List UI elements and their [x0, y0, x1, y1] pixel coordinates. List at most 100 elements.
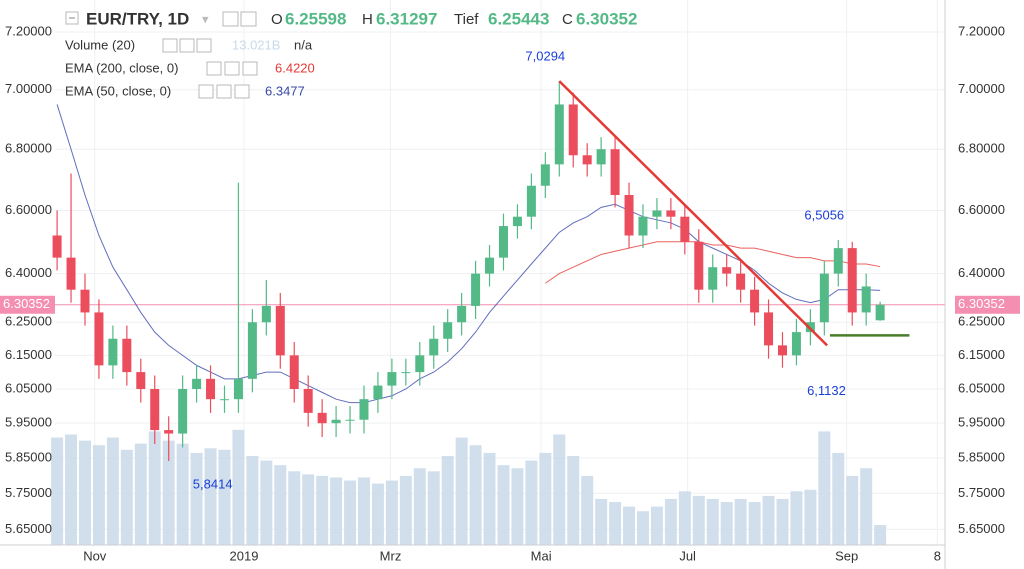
candle-body [94, 312, 104, 366]
volume-bar [330, 477, 343, 545]
volume-bar [706, 498, 719, 545]
low-label: 5,8414 [193, 476, 233, 491]
candle-body [750, 289, 760, 313]
volume-bar [357, 477, 370, 545]
candle-body [80, 289, 90, 313]
ema50-icons [198, 84, 250, 99]
candle-body [52, 235, 62, 258]
y-tick-label: 6.15000 [5, 347, 52, 362]
eye-icon[interactable] [198, 84, 214, 99]
y-tick-label: 5.65000 [5, 521, 52, 536]
dropdown-arrow[interactable]: ▾ [202, 11, 209, 26]
eye-icon[interactable] [222, 11, 239, 27]
candle-body [289, 355, 299, 389]
settings-icon[interactable] [179, 38, 195, 53]
volume-bar [176, 443, 189, 545]
candle-body [736, 273, 746, 290]
volume-bar [288, 471, 301, 545]
candle-body [429, 338, 439, 356]
volume-bar [134, 443, 147, 545]
candle-body [122, 338, 132, 373]
volume-bar [874, 525, 887, 545]
candle-body [275, 305, 285, 356]
candle-body [150, 388, 160, 431]
candle-body [303, 388, 313, 413]
x-tick-label: Jul [679, 548, 696, 563]
candle-body [819, 273, 829, 323]
candle-body [596, 149, 606, 165]
ema-value: 6.3477 [265, 83, 305, 98]
candle-body [526, 185, 536, 217]
candle-body [373, 385, 383, 400]
candle-body [471, 273, 481, 306]
volume-bar [609, 502, 622, 545]
volume-legend: Volume (20) [65, 37, 135, 52]
candle-body [164, 430, 174, 434]
symbol-title: EUR/TRY, 1D [86, 9, 189, 28]
settings-icon[interactable] [240, 11, 257, 27]
x-tick-label: Sep [835, 548, 858, 563]
volume-bar [748, 502, 761, 545]
volume-bar [692, 495, 705, 545]
volume-bar [790, 491, 803, 545]
close-icon[interactable] [234, 84, 250, 99]
candle-body [443, 322, 453, 339]
volume-icons [162, 38, 212, 53]
low-value: 6.25443 [488, 9, 549, 28]
volume-bar [525, 460, 538, 545]
volume-bar [636, 511, 649, 545]
volume-bar [190, 452, 203, 545]
settings-icon[interactable] [216, 84, 232, 99]
volume-bar [762, 495, 775, 545]
volume-status: n/a [294, 37, 313, 52]
candle-body [680, 216, 690, 242]
x-tick-label: Mai [531, 548, 552, 563]
y-tick-label: 5.75000 [5, 485, 52, 500]
volume-bar [581, 475, 594, 545]
x-tick-label: 2019 [230, 548, 259, 563]
y-tick-label: 6.15000 [958, 347, 1005, 362]
y-tick-label: 6.05000 [5, 380, 52, 395]
candle-body [708, 267, 718, 290]
y-tick-label: 7.20000 [5, 23, 52, 38]
candle-body [247, 322, 257, 379]
y-tick-label: 5.65000 [958, 521, 1005, 536]
volume-bar [595, 498, 608, 545]
candle-body [387, 372, 397, 386]
volume-bar [302, 474, 315, 545]
volume-bar [344, 480, 357, 545]
candle-body [331, 419, 341, 424]
candle-body [638, 216, 648, 236]
volume-bar [51, 437, 64, 545]
open-name: O [271, 11, 283, 28]
volume-bar [316, 475, 329, 545]
close-icon[interactable] [196, 38, 212, 53]
close-value: 6.30352 [576, 9, 637, 28]
price-tag [955, 295, 1020, 314]
y-tick-label: 7.00000 [958, 81, 1005, 96]
candle-body [261, 305, 271, 323]
y-tick-label: 6.25000 [5, 314, 52, 329]
high-value: 6.31297 [376, 9, 437, 28]
volume-bar [860, 468, 873, 545]
volume-bar [776, 498, 789, 545]
volume-bar [455, 437, 468, 545]
close-icon[interactable] [242, 61, 258, 76]
candle-body [540, 164, 550, 186]
y-tick-label: 5.95000 [958, 415, 1005, 430]
settings-icon[interactable] [224, 61, 240, 76]
price-tag-label: 6.30352 [958, 296, 1005, 311]
low-label: 6,1132 [807, 383, 846, 398]
eye-icon[interactable] [162, 38, 178, 53]
volume-bar [650, 506, 663, 545]
volume-value: 13.021B [232, 37, 280, 52]
ema200-icons [206, 61, 258, 76]
volume-bar [260, 460, 273, 545]
open-value: 6.25598 [285, 9, 346, 28]
volume-bar [720, 502, 733, 545]
candle-body [833, 248, 843, 274]
volume-bar [106, 437, 119, 545]
candle-body [485, 257, 495, 274]
eye-icon[interactable] [206, 61, 222, 76]
candle-body [457, 305, 467, 323]
